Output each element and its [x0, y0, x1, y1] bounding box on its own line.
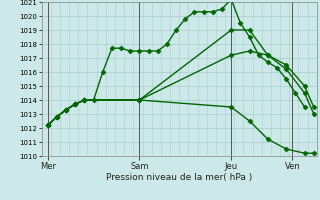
X-axis label: Pression niveau de la mer( hPa ): Pression niveau de la mer( hPa ) [106, 173, 252, 182]
